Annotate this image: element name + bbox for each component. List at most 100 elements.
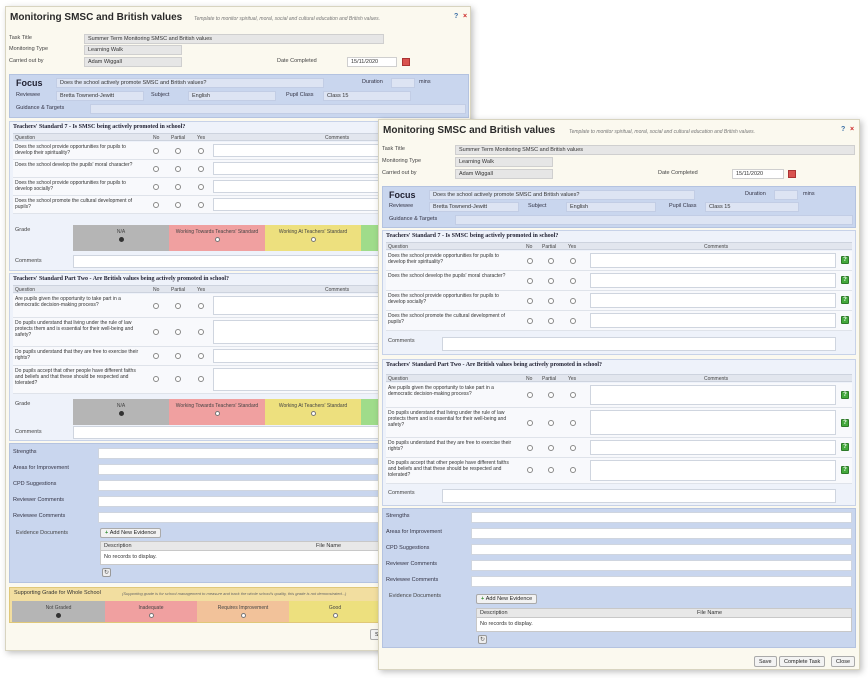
refresh-icon[interactable]: ↻ [478, 635, 487, 644]
radio-partial[interactable] [175, 148, 181, 154]
radio-yes[interactable] [570, 298, 576, 304]
calendar-icon[interactable] [402, 58, 410, 66]
grade-working-at[interactable]: Working At Teachers' Standard [265, 225, 361, 251]
refresh-icon[interactable]: ↻ [102, 568, 111, 577]
grade-at-radio[interactable] [310, 411, 316, 416]
radio-no[interactable] [153, 202, 159, 208]
radio-yes[interactable] [198, 353, 204, 359]
complete-task-button[interactable]: Complete Task [779, 656, 826, 667]
reviewee-field[interactable]: Bretta Townend-Jewitt [429, 202, 519, 212]
radio-yes[interactable] [570, 278, 576, 284]
date-completed-field[interactable]: 15/11/2020 [347, 57, 397, 67]
reviewer-field[interactable] [471, 560, 852, 571]
radio-partial[interactable] [548, 467, 554, 473]
radio-yes[interactable] [570, 467, 576, 473]
radio-no[interactable] [153, 329, 159, 335]
radio-yes[interactable] [570, 392, 576, 398]
comment-help-button[interactable]: ? [841, 419, 849, 427]
pupil-class-field[interactable]: Class 15 [323, 91, 411, 101]
comment-field[interactable] [590, 460, 836, 481]
radio-yes[interactable] [570, 420, 576, 426]
radio-no[interactable] [153, 376, 159, 382]
add-evidence-button[interactable]: + Add New Evidence [100, 528, 162, 538]
comment-help-button[interactable]: ? [841, 391, 849, 399]
radio-no[interactable] [153, 148, 159, 154]
guidance-field[interactable] [90, 104, 466, 114]
close-button[interactable]: Close [831, 656, 856, 667]
cpd-field[interactable] [471, 544, 852, 555]
radio-partial[interactable] [548, 258, 554, 264]
radio-partial[interactable] [175, 166, 181, 172]
requires-radio[interactable] [240, 613, 246, 618]
radio-partial[interactable] [548, 392, 554, 398]
comment-field[interactable] [590, 293, 836, 308]
radio-no[interactable] [527, 298, 533, 304]
radio-no[interactable] [527, 467, 533, 473]
add-evidence-button[interactable]: + Add New Evidence [476, 594, 538, 604]
radio-yes[interactable] [198, 329, 204, 335]
radio-no[interactable] [527, 278, 533, 284]
grade-working-at[interactable]: Working At Teachers' Standard [265, 399, 361, 425]
comment-field[interactable] [590, 253, 836, 268]
grade-at-radio[interactable] [310, 237, 316, 242]
grade-working-towards[interactable]: Working Towards Teachers' Standard [169, 225, 265, 251]
radio-partial[interactable] [175, 353, 181, 359]
radio-no[interactable] [527, 445, 533, 451]
subject-field[interactable]: English [188, 91, 276, 101]
grade-towards-radio[interactable] [214, 411, 220, 416]
good-radio[interactable] [332, 613, 338, 618]
comment-field[interactable] [590, 273, 836, 288]
duration-field[interactable] [774, 190, 798, 200]
comment-help-button[interactable]: ? [841, 443, 849, 451]
radio-partial[interactable] [548, 278, 554, 284]
grade-working-towards[interactable]: Working Towards Teachers' Standard [169, 399, 265, 425]
inadequate-radio[interactable] [148, 613, 154, 618]
radio-partial[interactable] [175, 303, 181, 309]
radio-partial[interactable] [548, 420, 554, 426]
comment-field[interactable] [590, 440, 836, 455]
radio-yes[interactable] [198, 376, 204, 382]
focus-field[interactable]: Does the school actively promote SMSC an… [56, 78, 324, 88]
help-icon[interactable]: ? [454, 13, 459, 20]
not-graded-radio[interactable] [56, 613, 61, 618]
carried-out-field[interactable]: Adam Wiggall [455, 169, 553, 179]
radio-no[interactable] [527, 420, 533, 426]
comment-help-button[interactable]: ? [841, 296, 849, 304]
radio-partial[interactable] [548, 318, 554, 324]
improvement-field[interactable] [471, 528, 852, 539]
close-icon[interactable]: × [463, 13, 468, 20]
calendar-icon[interactable] [788, 170, 796, 178]
radio-yes[interactable] [198, 148, 204, 154]
focus-field[interactable]: Does the school actively promote SMSC an… [429, 190, 695, 200]
radio-partial[interactable] [175, 329, 181, 335]
pupil-class-field[interactable]: Class 15 [705, 202, 799, 212]
radio-no[interactable] [153, 184, 159, 190]
comments-field[interactable] [442, 337, 836, 351]
save-button[interactable]: Save [754, 656, 777, 667]
radio-yes[interactable] [198, 303, 204, 309]
grade-towards-radio[interactable] [214, 237, 220, 242]
help-icon[interactable]: ? [841, 126, 846, 133]
comment-help-button[interactable]: ? [841, 466, 849, 474]
grade-na-radio[interactable] [118, 237, 124, 242]
radio-partial[interactable] [548, 445, 554, 451]
comment-field[interactable] [590, 410, 836, 435]
radio-yes[interactable] [570, 318, 576, 324]
close-icon[interactable]: × [850, 126, 855, 133]
radio-no[interactable] [153, 166, 159, 172]
radio-yes[interactable] [570, 258, 576, 264]
support-not-graded[interactable]: Not Graded [12, 601, 105, 622]
task-title-field[interactable]: Summer Term Monitoring SMSC and British … [84, 34, 384, 44]
radio-no[interactable] [527, 258, 533, 264]
radio-no[interactable] [153, 353, 159, 359]
radio-partial[interactable] [175, 202, 181, 208]
support-requires-improvement[interactable]: Requires Improvement [197, 601, 289, 622]
radio-yes[interactable] [198, 184, 204, 190]
radio-yes[interactable] [198, 166, 204, 172]
reviewee-field[interactable]: Bretta Townend-Jewitt [56, 91, 144, 101]
comment-help-button[interactable]: ? [841, 256, 849, 264]
support-inadequate[interactable]: Inadequate [105, 601, 197, 622]
monitoring-type-field[interactable]: Learning Walk [84, 45, 182, 55]
date-completed-field[interactable]: 15/11/2020 [732, 169, 784, 179]
comment-help-button[interactable]: ? [841, 276, 849, 284]
